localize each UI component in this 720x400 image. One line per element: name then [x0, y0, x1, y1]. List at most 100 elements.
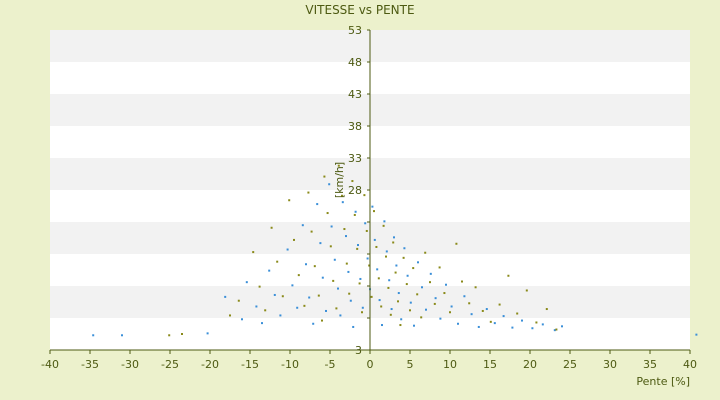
data-point [502, 315, 505, 318]
data-point [434, 297, 437, 300]
data-point [535, 321, 538, 324]
data-point [366, 257, 369, 260]
data-point [348, 292, 351, 295]
x-tick-label: -15 [241, 358, 259, 371]
data-point [255, 305, 258, 308]
data-point [403, 247, 406, 250]
data-point [516, 312, 519, 315]
data-point [393, 236, 395, 239]
data-point [470, 313, 473, 316]
data-point [357, 244, 359, 247]
data-point [425, 308, 427, 311]
data-point [268, 269, 271, 272]
data-point [450, 305, 453, 308]
data-point [345, 235, 347, 238]
data-point [276, 260, 279, 263]
data-point [293, 238, 295, 241]
data-point [498, 303, 501, 306]
data-point [485, 308, 488, 311]
data-point [352, 325, 355, 328]
data-point [313, 265, 316, 268]
y-tick-label: 3 [355, 344, 362, 357]
data-point [455, 242, 458, 245]
data-point [417, 261, 419, 264]
x-tick-label: -20 [201, 358, 219, 371]
data-point [429, 281, 431, 284]
data-point [385, 250, 388, 253]
data-point [286, 248, 289, 251]
data-point [420, 316, 423, 319]
data-point [361, 311, 363, 314]
data-point [474, 286, 477, 289]
data-point [121, 334, 123, 337]
data-point [421, 286, 423, 289]
data-point [370, 295, 373, 298]
data-point [363, 194, 366, 197]
data-point [328, 183, 331, 186]
data-point [252, 251, 255, 254]
data-point [371, 205, 374, 208]
data-point [351, 180, 354, 183]
data-point [325, 309, 327, 312]
data-point [229, 314, 231, 317]
data-point [245, 281, 248, 284]
data-point [330, 225, 333, 228]
data-point [224, 295, 227, 298]
data-point [477, 325, 480, 328]
data-point [541, 323, 544, 326]
data-point [376, 268, 379, 271]
data-point [405, 283, 408, 286]
x-tick-label: 20 [523, 358, 537, 371]
data-point [321, 319, 323, 322]
chart-title: VITESSE vs PENTE [305, 3, 414, 17]
x-tick-label: 15 [483, 358, 497, 371]
data-point [326, 212, 329, 215]
data-point [317, 294, 320, 297]
data-point [206, 332, 209, 335]
data-point [489, 320, 492, 323]
data-point [303, 304, 306, 307]
data-point [337, 164, 340, 167]
data-point [356, 247, 359, 250]
y-tick-label: 33 [348, 152, 362, 165]
data-point [377, 277, 380, 280]
data-point [545, 308, 548, 311]
data-point [468, 302, 471, 305]
x-tick-label: -5 [325, 358, 336, 371]
x-tick-label: 40 [683, 358, 697, 371]
data-point [409, 309, 411, 312]
data-point [368, 264, 371, 267]
data-point [378, 299, 381, 302]
data-point [316, 203, 319, 206]
data-point [429, 272, 432, 275]
data-point [347, 270, 350, 273]
data-point [507, 274, 510, 277]
data-point [399, 324, 402, 327]
data-point [321, 276, 324, 279]
data-point [319, 242, 322, 245]
data-point [493, 322, 496, 325]
data-point [264, 309, 267, 312]
x-tick-label: 10 [443, 358, 457, 371]
data-point [424, 251, 427, 254]
data-point [525, 289, 528, 292]
data-point [416, 293, 419, 296]
data-point [279, 314, 282, 317]
data-point [511, 326, 514, 329]
data-point [413, 324, 415, 327]
data-point [390, 308, 393, 311]
data-point [288, 199, 291, 202]
data-point [461, 280, 463, 283]
y-tick-label: 28 [348, 184, 362, 197]
data-point [555, 328, 558, 331]
data-point [438, 266, 441, 269]
data-point [359, 277, 362, 280]
y-tick-label: 48 [348, 56, 362, 69]
data-point [291, 284, 294, 287]
data-point [270, 226, 273, 229]
x-tick-label: -10 [281, 358, 299, 371]
x-tick-label: 30 [603, 358, 617, 371]
data-point [273, 293, 276, 296]
